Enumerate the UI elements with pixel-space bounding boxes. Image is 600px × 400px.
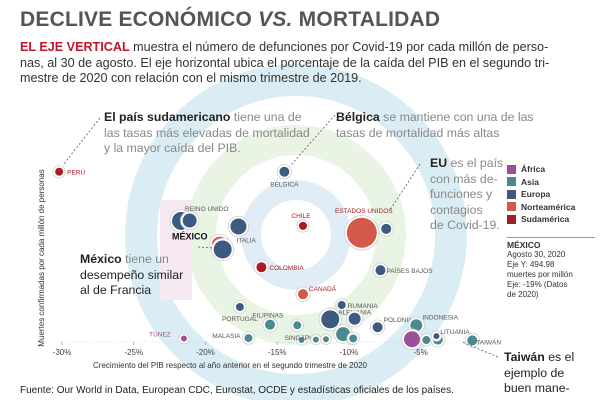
point-label: INDONESIA [422,314,458,321]
x-tick-label: -5% [414,348,428,357]
annotation-belgica: Bélgica se mantiene con una de las tasas… [336,110,534,140]
data-point [433,333,440,340]
legend-item-europa: Europa [507,188,575,201]
data-point [182,213,197,228]
data-point [235,302,244,311]
legend-item-asia: Asia [507,176,575,189]
data-point [180,335,187,342]
data-point [297,289,308,300]
annotation-sudamerica: El país sudamericano tiene una de las ta… [104,110,310,155]
data-point [298,221,307,230]
legend-swatch [507,214,516,224]
data-point [312,336,319,343]
annotation-eu: EU es el país con más de- funciones y co… [430,156,504,232]
annotation-mexico: México tiene un desempeño similar al de … [80,252,184,297]
point-label: ESTADOS UNIDOS [335,208,393,215]
data-point [337,300,346,309]
legend-item-africa: África [507,163,575,176]
point-label: SINGAPUR [285,335,319,342]
point-label: CHILE [291,213,311,220]
data-point [404,331,421,348]
point-label: PERÚ [67,168,85,177]
data-point [375,265,386,276]
data-point [230,218,247,235]
x-tick-label: -10% [340,348,359,357]
point-label: POLONIA [384,317,414,324]
point-label: REINO UNIDO [185,206,228,213]
point-label: PAÍSES BAJOS [386,266,433,275]
y-axis-label: Muertes confirmadas por cada millón de p… [37,169,46,346]
intro-text: EL EJE VERTICAL muestra el número de def… [20,40,550,85]
point-label: ITALIA [236,237,256,244]
annotation-leaders [62,114,499,358]
point-label: MALASIA [212,333,241,340]
data-point [321,310,340,329]
data-point [298,337,305,344]
legend-swatch [507,189,516,199]
point-label: LITUANIA [440,329,470,336]
x-tick-label: -25% [124,348,143,357]
x-tick-label: -15% [268,348,287,357]
data-point [279,166,290,177]
data-point [293,321,302,330]
data-point [244,334,253,343]
chart-marks: PERÚ BÉLGICA REINO UNIDO ITALIA CHILE MÉXICO E… [52,164,501,350]
mexico-data-box: MÉXICO Agosto 30, 2020 Eje Y: 494.98 mue… [507,237,595,300]
point-label: BÉLGICA [270,180,299,189]
legend-item-norteamerica: Norteamérica [507,201,575,214]
chart-legend: África Asia Europa Norteamérica Sudaméri… [507,163,575,226]
data-point [55,167,64,176]
data-point [265,319,275,330]
data-point [256,262,267,273]
legend-swatch [507,164,516,174]
legend-swatch [507,202,516,212]
page-title: DECLIVE ECONÓMICO VS. MORTALIDAD [20,8,441,31]
data-point [422,336,431,345]
annotation-taiwan: Taiwán es el ejemplo de buen mane- [504,350,575,395]
data-point [348,312,361,325]
data-point [349,334,358,343]
x-tick-label: -20% [196,348,215,357]
point-label: FILIPINAS [253,313,284,320]
point-label: TAIWÁN [476,337,501,346]
x-tick-label: -30% [53,348,72,357]
point-label: RUMANIA [348,303,379,310]
legend-item-sudamerica: Sudamérica [507,213,575,226]
data-point [372,322,383,333]
point-label: MÉXICO [172,232,208,242]
source-note: Fuente: Our World in Data, European CDC,… [20,385,454,396]
point-label: PORTUGAL [222,316,258,323]
data-point [213,240,232,259]
data-point [467,335,478,346]
data-point [381,223,392,234]
point-label: CANADÁ [309,284,337,293]
data-point [322,336,329,343]
point-label: TÚNEZ [149,329,171,338]
data-point [346,217,377,248]
x-axis-label: Crecimiento del PIB respecto al año ante… [93,361,367,370]
data-point [410,319,423,332]
point-label: COLOMBIA [269,265,304,272]
legend-swatch [507,177,516,187]
